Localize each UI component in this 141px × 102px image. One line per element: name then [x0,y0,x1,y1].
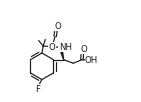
Text: O: O [81,45,87,54]
Polygon shape [59,47,64,60]
Text: O: O [48,43,55,52]
Text: NH: NH [59,43,72,52]
Text: OH: OH [85,56,98,65]
Text: O: O [54,22,61,31]
Text: F: F [35,85,40,94]
